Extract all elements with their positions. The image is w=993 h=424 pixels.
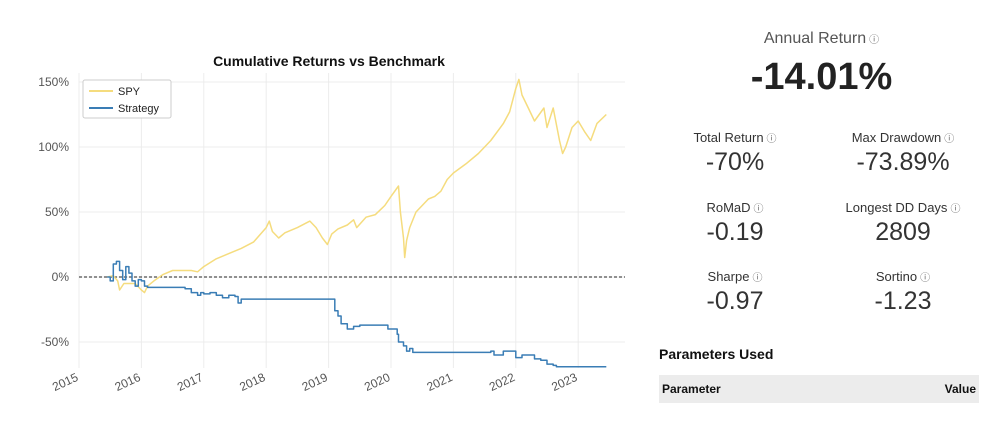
x-tick-label: 2018 [237,370,267,394]
metric-label: Longest DD Days ⓘ [845,200,961,215]
annual-return-value: -14.01% [750,56,893,98]
legend: SPY Strategy [82,79,172,119]
chart-lines [106,78,607,368]
metric-value: -0.19 [706,218,764,246]
legend-label-spy: SPY [118,86,141,98]
x-axis: 2015 2016 2017 2018 2019 2020 2021 2022 2023 [50,370,580,394]
x-tick-label: 2022 [487,370,517,394]
metric-value: -1.23 [874,287,932,315]
y-tick-label: 0% [52,270,70,284]
info-icon[interactable]: ⓘ [753,204,764,215]
info-icon[interactable]: ⓘ [869,35,880,46]
x-tick-label: 2015 [50,370,80,394]
column-header-value: Value [944,382,976,396]
chart-title: Cumulative Returns vs Benchmark [213,53,445,69]
series-line-spy [106,78,607,294]
metric-value: -73.89% [856,148,950,176]
metric-value: -0.97 [706,287,764,315]
metrics-panel: Annual Return ⓘ -14.01% Total Return ⓘ -70… [650,0,993,424]
y-tick-label: 50% [45,205,69,219]
info-icon[interactable]: ⓘ [920,273,931,284]
metric-max-drawdown: Max Drawdown ⓘ -73.89% [818,130,988,177]
metric-romad: RoMaD ⓘ -0.19 [650,200,820,247]
y-tick-label: 100% [38,140,69,154]
x-tick-label: 2020 [362,370,392,394]
y-tick-label: 150% [38,75,69,89]
metric-total-return: Total Return ⓘ -70% [650,130,820,177]
parameters-title: Parameters Used [659,346,774,362]
parameters-table-header: Parameter Value [659,375,979,403]
legend-label-strategy: Strategy [118,103,159,115]
annual-return-label: Annual Return ⓘ [650,30,993,48]
metric-label: RoMaD ⓘ [706,200,764,215]
x-tick-label: 2017 [175,370,205,394]
info-icon[interactable]: ⓘ [944,134,955,145]
cumulative-returns-chart: Cumulative Returns vs Benchmark -50% 0% 50… [38,53,625,394]
metric-longest-dd-days: Longest DD Days ⓘ 2809 [818,200,988,247]
x-tick-label: 2019 [300,370,330,394]
series-line-strategy [107,260,607,368]
info-icon[interactable]: ⓘ [950,204,961,215]
info-icon[interactable]: ⓘ [752,273,763,284]
column-header-parameter: Parameter [662,382,721,396]
metric-sortino: Sortino ⓘ -1.23 [818,269,988,316]
metric-value: -70% [705,148,765,176]
y-tick-label: -50% [41,335,69,349]
metric-label: Sortino ⓘ [875,269,931,284]
metric-label: Sharpe ⓘ [707,269,763,284]
x-tick-label: 2023 [549,370,579,394]
metric-label: Total Return ⓘ [693,130,777,145]
x-tick-label: 2016 [113,370,143,394]
metric-sharpe: Sharpe ⓘ -0.97 [650,269,820,316]
metric-value: 2809 [875,218,931,246]
metric-label: Max Drawdown ⓘ [851,130,955,145]
x-tick-label: 2021 [425,370,455,394]
y-axis: -50% 0% 50% 100% 150% [38,75,69,349]
annual-return-label-text: Annual Return [763,30,867,47]
info-icon[interactable]: ⓘ [766,134,777,145]
chart-grid [78,73,625,368]
